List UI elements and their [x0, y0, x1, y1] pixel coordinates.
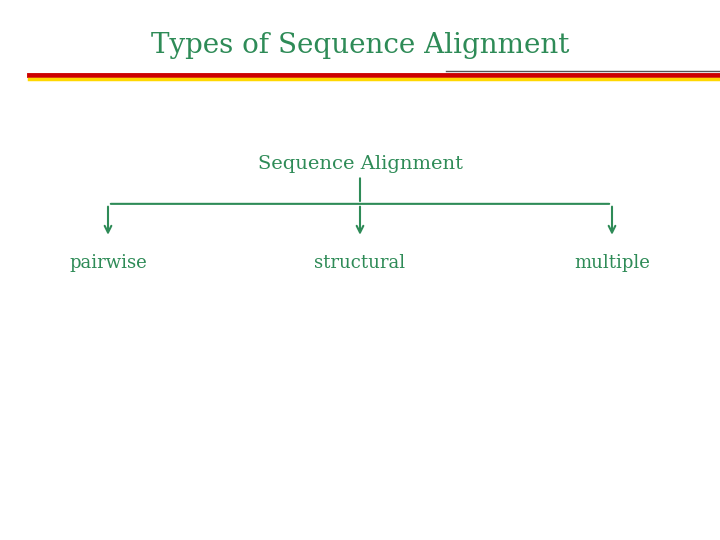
Text: Iowa State University
(Ames): Iowa State University (Ames): [572, 507, 706, 535]
Text: Types of Sequence Alignment: Types of Sequence Alignment: [150, 32, 570, 59]
Text: structural: structural: [315, 254, 405, 272]
Text: pairwise: pairwise: [69, 254, 147, 272]
Text: 7 - CPRE 583 (Reconfigurable Computing):  VHDL overview 2: 7 - CPRE 583 (Reconfigurable Computing):…: [14, 514, 442, 527]
Text: Sequence Alignment: Sequence Alignment: [258, 155, 462, 173]
Text: multiple: multiple: [574, 254, 650, 272]
